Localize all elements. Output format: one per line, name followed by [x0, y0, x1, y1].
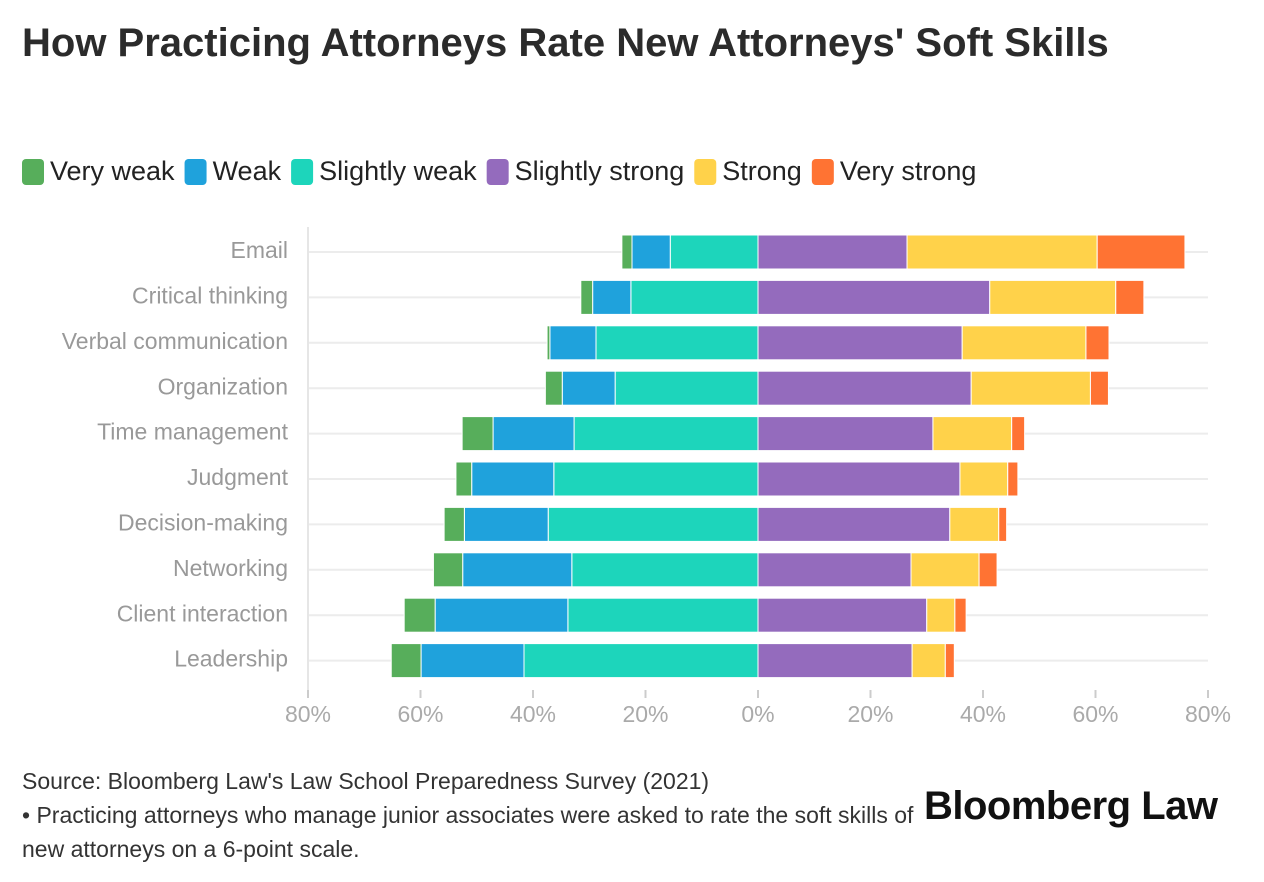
x-tick-label: 60% — [397, 701, 443, 727]
legend-label: Very strong — [840, 156, 977, 186]
bar-segment — [978, 552, 998, 588]
chart: Very weak Weak Slightly weak Slightly stron… — [22, 156, 1231, 727]
x-tick-label: 40% — [960, 701, 1006, 727]
y-tick-label: Organization — [158, 373, 288, 399]
y-tick-label: Verbal communication — [62, 328, 288, 354]
bar-segment — [573, 416, 759, 452]
bar-segment — [614, 370, 759, 406]
bar-segment — [561, 370, 616, 406]
bar-segment — [932, 416, 1013, 452]
bar-segment — [546, 325, 551, 361]
bar-segment — [949, 506, 1000, 542]
legend-swatch — [291, 159, 314, 185]
y-tick-label: Networking — [173, 555, 288, 581]
bar-segment — [592, 279, 632, 315]
chart-title: How Practicing Attorneys Rate New Attorn… — [22, 21, 1109, 65]
legend-label: Weak — [213, 156, 282, 186]
bar-segment — [906, 234, 1098, 270]
bar-segment — [757, 234, 908, 270]
bar-segment — [757, 279, 991, 315]
bar-segment — [432, 552, 464, 588]
bar-segment — [571, 552, 759, 588]
bar-segment — [434, 597, 569, 633]
bar-segment — [1115, 279, 1145, 315]
bar-segment — [989, 279, 1117, 315]
bar-segment — [970, 370, 1091, 406]
bar-segment — [1007, 461, 1019, 497]
bar-segment — [959, 461, 1009, 497]
bar-segment — [757, 325, 963, 361]
x-tick-label: 80% — [285, 701, 331, 727]
bar-segment — [757, 552, 912, 588]
bar-segment — [961, 325, 1087, 361]
bar-segment — [595, 325, 759, 361]
y-tick-label: Critical thinking — [132, 282, 288, 308]
bar-segment — [631, 234, 671, 270]
source: Source: Bloomberg Law's Law School Prepa… — [22, 768, 710, 794]
legend-swatch — [22, 159, 44, 185]
y-tick-label: Email — [230, 237, 288, 263]
bar-segment — [911, 643, 946, 679]
note: • Practicing attorneys who manage junior… — [22, 802, 914, 862]
logo: Bloomberg Law — [924, 784, 1218, 828]
bar-segment — [463, 506, 549, 542]
bar-segment — [1089, 370, 1109, 406]
bar-segment — [1096, 234, 1186, 270]
legend-swatch — [811, 159, 834, 185]
bar-segment — [462, 552, 573, 588]
bar-segment — [390, 643, 422, 679]
bar-segment — [1011, 416, 1026, 452]
bar-segment — [549, 325, 597, 361]
bar-segment — [757, 597, 928, 633]
bar-segment — [455, 461, 473, 497]
bar-segment — [471, 461, 555, 497]
bar-segment — [1085, 325, 1110, 361]
bar-segment — [580, 279, 594, 315]
x-tick-label: 60% — [1072, 701, 1118, 727]
x-tick-label: 80% — [1185, 701, 1231, 727]
bar-segment — [544, 370, 563, 406]
y-tick-label: Judgment — [187, 464, 289, 490]
bar-segment — [998, 506, 1008, 542]
legend-label: Very weak — [50, 156, 175, 186]
y-tick-label: Client interaction — [117, 600, 288, 626]
bar-segment — [669, 234, 759, 270]
y-tick-label: Leadership — [174, 646, 288, 672]
bar-segment — [420, 643, 525, 679]
bar-segment — [553, 461, 759, 497]
bar-segment — [757, 416, 934, 452]
x-tick-label: 0% — [741, 701, 774, 727]
bar-segment — [461, 416, 494, 452]
bar-segment — [443, 506, 465, 542]
bar-segment — [757, 506, 951, 542]
legend-label: Slightly weak — [319, 156, 477, 186]
legend-label: Slightly strong — [515, 156, 685, 186]
bar-segment — [757, 461, 961, 497]
bar-segment — [757, 643, 913, 679]
bar-segment — [757, 370, 972, 406]
legend-swatch — [486, 159, 509, 185]
bar-segment — [547, 506, 759, 542]
bar-segment — [944, 643, 955, 679]
legend-swatch — [694, 159, 717, 185]
x-tick-label: 40% — [510, 701, 556, 727]
x-tick-label: 20% — [847, 701, 893, 727]
bar-segment — [926, 597, 956, 633]
bar-segment — [523, 643, 759, 679]
bar-segment — [621, 234, 633, 270]
bar-segment — [403, 597, 436, 633]
x-tick-label: 20% — [622, 701, 668, 727]
bar-segment — [630, 279, 759, 315]
bar-segment — [492, 416, 575, 452]
y-tick-label: Time management — [97, 419, 289, 445]
bar-segment — [954, 597, 967, 633]
bar-segment — [910, 552, 980, 588]
legend-label: Strong — [722, 156, 802, 186]
legend-swatch — [184, 159, 207, 185]
bar-segment — [567, 597, 759, 633]
y-tick-label: Decision-making — [118, 509, 288, 535]
